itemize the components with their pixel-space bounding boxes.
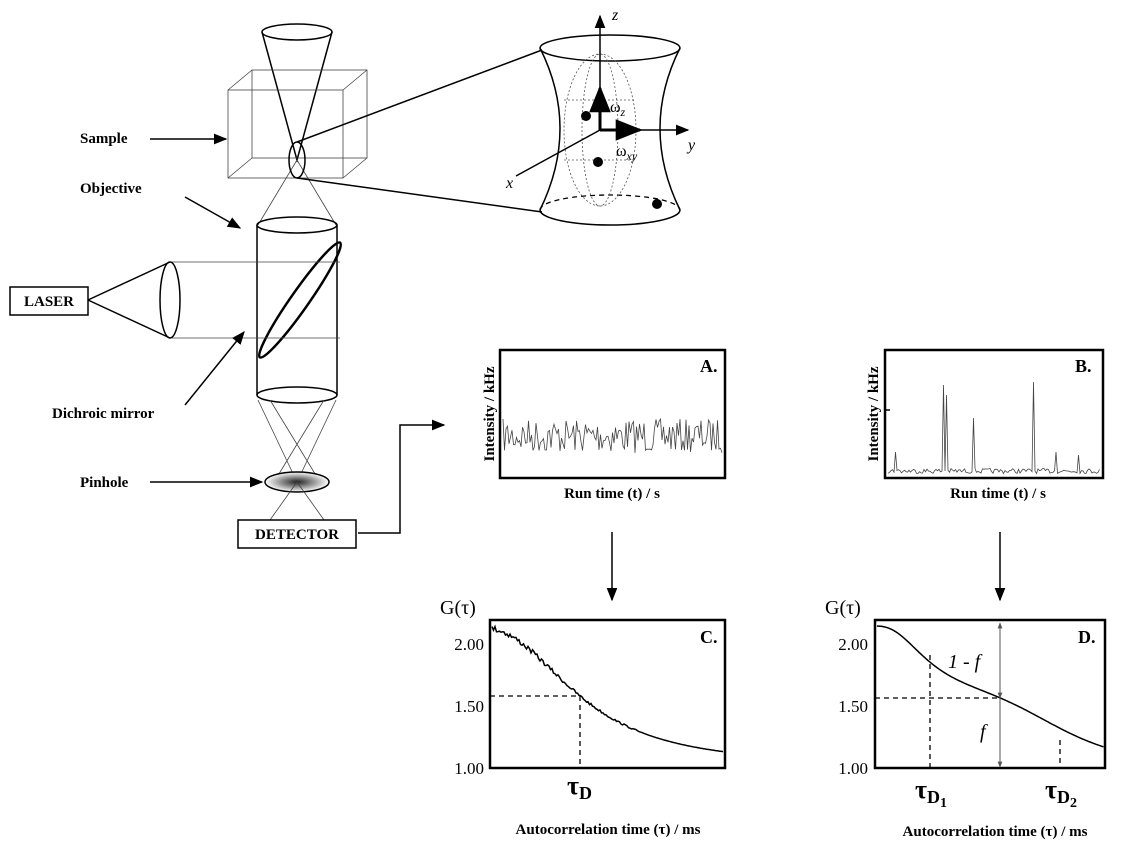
panel-a: A. Intensity / kHz Run time (t) / s [482, 348, 727, 602]
radius-symbol: ω [610, 99, 621, 116]
optical-setup: LASER DETECTOR Sample Objective Dichroic… [9, 23, 543, 549]
tau-marker: τD [567, 771, 592, 803]
marker-symbol: τ [1045, 775, 1057, 804]
y-tick-label: 1.50 [838, 697, 868, 716]
x-axis-label: Run time (t) / s [950, 486, 1046, 502]
y-axis-label: G(τ) [825, 597, 861, 619]
y-tick-label: 2.00 [838, 635, 868, 654]
sample-label: Sample [80, 131, 128, 147]
marker-index: 2 [1070, 796, 1077, 811]
radius-subscript: xy [626, 149, 638, 163]
radius-xy-label: ωxy [616, 143, 638, 163]
objective-label: Objective [80, 181, 142, 197]
y-axis-label: G(τ) [440, 597, 476, 619]
tau-marker: τD1 [915, 775, 947, 811]
radius-z-label: ωz [610, 99, 626, 119]
radius-symbol: ω [616, 143, 627, 160]
y-tick-label: 2.00 [454, 635, 484, 654]
focal-volume: z y x ωz ωxy [505, 7, 696, 226]
x-axis-label: Autocorrelation time (τ) / ms [903, 824, 1088, 840]
panel-d: G(τ) 2.00 1.50 1.00 D. 1 - f f τD1 τD2 A… [825, 597, 1107, 840]
pinhole-label: Pinhole [80, 475, 129, 491]
panel-tag: D. [1078, 627, 1096, 647]
marker-subscript: D [1057, 787, 1070, 807]
annotation: 1 - f [948, 651, 983, 673]
marker-symbol: τ [567, 771, 579, 800]
marker-subscript: D [927, 787, 940, 807]
x-axis-label: Run time (t) / s [564, 486, 660, 502]
y-tick-label: 1.50 [454, 697, 484, 716]
panel-tag: C. [700, 627, 718, 647]
panel-tag: B. [1075, 356, 1092, 376]
marker-symbol: τ [915, 775, 927, 804]
marker-subscript: D [579, 783, 592, 803]
axis-z-label: z [611, 7, 619, 24]
radius-subscript: z [620, 105, 626, 119]
axis-y-label: y [686, 137, 696, 154]
y-tick-label: 1.00 [454, 759, 484, 778]
laser-label: LASER [24, 294, 74, 310]
y-axis-label: Intensity / kHz [866, 366, 882, 461]
detector-label: DETECTOR [255, 527, 339, 543]
panel-c: G(τ) 2.00 1.50 1.00 C. τD Autocorrelatio… [440, 597, 727, 838]
marker-index: 1 [940, 796, 947, 811]
tau-marker: τD2 [1045, 775, 1077, 811]
panel-tag: A. [700, 356, 718, 376]
dichroic-label: Dichroic mirror [52, 406, 155, 422]
y-axis-label: Intensity / kHz [482, 366, 498, 461]
panel-b: B. Intensity / kHz Run time (t) / s [866, 348, 1105, 602]
x-axis-label: Autocorrelation time (τ) / ms [516, 822, 701, 838]
axis-x-label: x [505, 175, 513, 192]
annotation: f [980, 721, 988, 743]
y-tick-label: 1.00 [838, 759, 868, 778]
